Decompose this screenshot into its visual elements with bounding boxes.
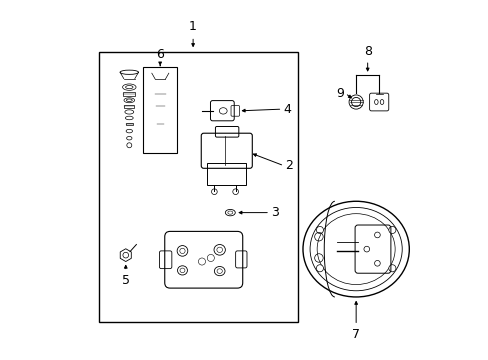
Text: 3: 3: [270, 206, 278, 219]
Circle shape: [316, 265, 323, 272]
Text: 8: 8: [363, 45, 371, 58]
Ellipse shape: [177, 266, 187, 275]
Bar: [125, 123, 133, 125]
Text: 9: 9: [336, 87, 344, 100]
Bar: [155, 105, 164, 108]
Text: 5: 5: [122, 274, 129, 287]
Bar: [154, 93, 165, 96]
Text: 1: 1: [189, 20, 197, 33]
Bar: [99, 53, 297, 322]
Ellipse shape: [214, 244, 225, 255]
Circle shape: [388, 265, 395, 272]
Text: 7: 7: [351, 328, 360, 341]
Bar: [123, 93, 135, 96]
Bar: [157, 123, 163, 125]
Text: 4: 4: [283, 103, 291, 116]
Circle shape: [316, 226, 323, 234]
Text: 6: 6: [156, 48, 164, 61]
Ellipse shape: [177, 246, 187, 256]
Bar: [124, 105, 134, 108]
Bar: [207, 163, 246, 185]
Circle shape: [388, 226, 395, 234]
Ellipse shape: [214, 266, 224, 276]
Text: 2: 2: [285, 159, 292, 172]
Bar: [143, 67, 177, 153]
